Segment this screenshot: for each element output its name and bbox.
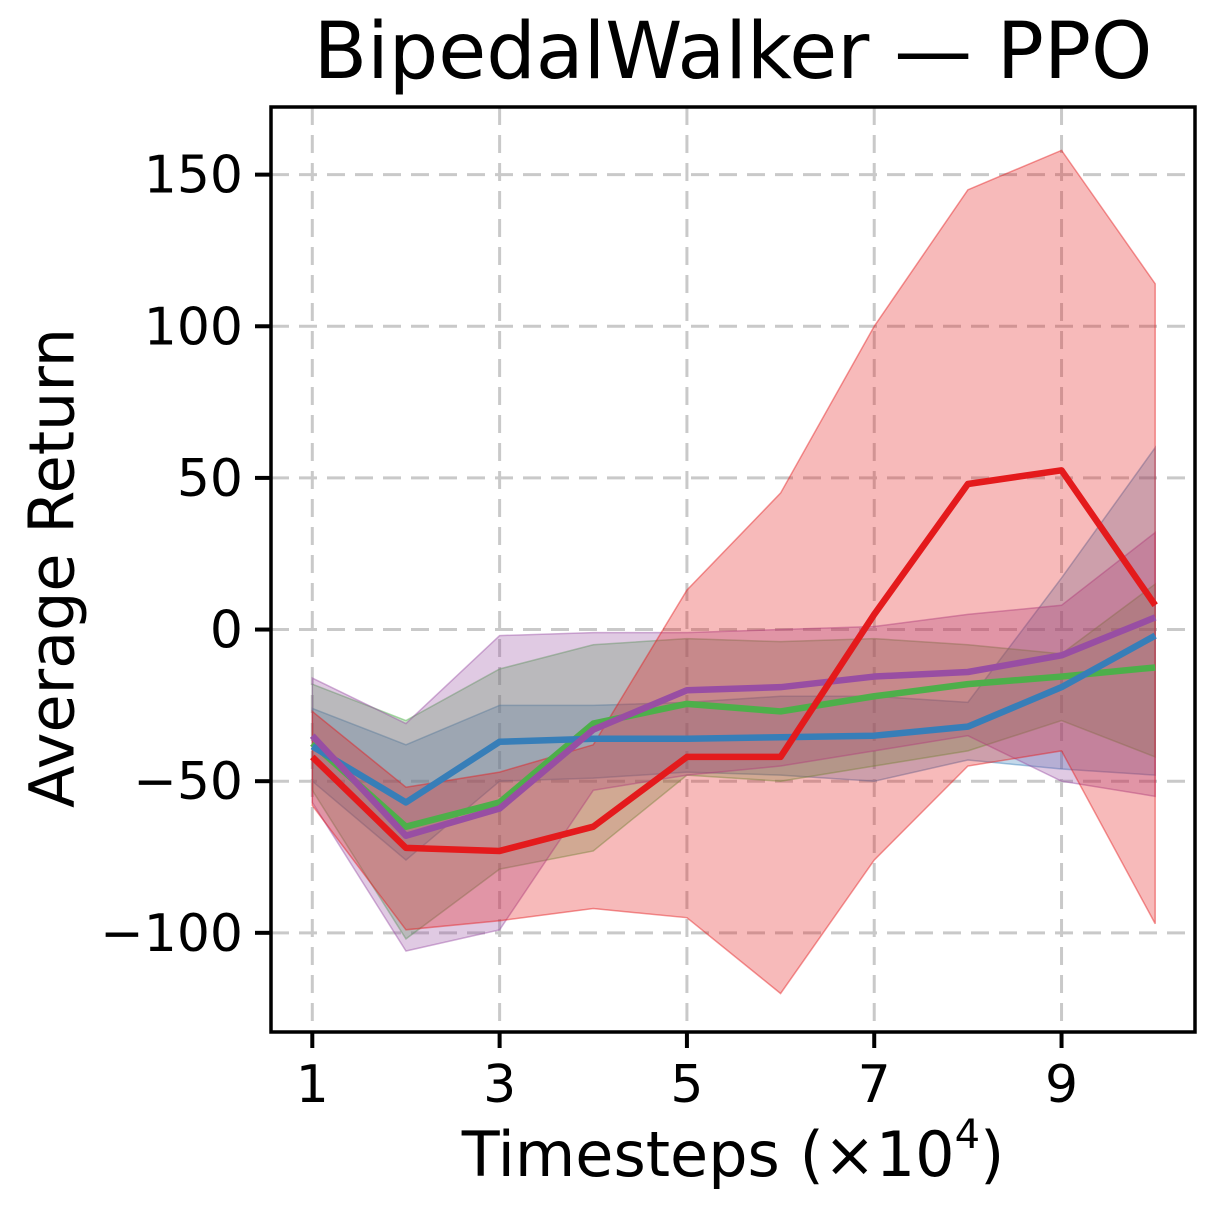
- y-tick-label--100: −100: [100, 904, 243, 964]
- series-line-purple: [309, 614, 1157, 840]
- y-tick-label-150: 150: [144, 146, 243, 206]
- y-tick-label--50: −50: [133, 752, 243, 812]
- x-axis-label: Timesteps (×104): [271, 1115, 1195, 1191]
- y-axis-label: Average Return: [15, 327, 89, 809]
- x-tick-label-3: 3: [483, 1055, 516, 1115]
- series-line-green: [310, 664, 1156, 830]
- x-axis-label-close: ): [980, 1118, 1005, 1191]
- x-tick-label-5: 5: [670, 1055, 703, 1115]
- chart-title: BipedalWalker — PPO: [313, 7, 1153, 97]
- x-tick-label-9: 9: [1045, 1055, 1078, 1115]
- axes-spines: [269, 105, 1197, 1034]
- y-tick-label-0: 0: [210, 601, 243, 661]
- y-tick-label-100: 100: [144, 297, 243, 357]
- x-tick-label-1: 1: [296, 1055, 329, 1115]
- x-axis-label-main: Timesteps (×10: [461, 1118, 955, 1191]
- x-axis-label-exponent: 4: [954, 1112, 981, 1158]
- series-line-red: [310, 467, 1158, 855]
- confidence-band-red: [311, 149, 1156, 995]
- x-tick-label-7: 7: [858, 1055, 891, 1115]
- y-tick-label-50: 50: [177, 449, 243, 509]
- series-line-blue: [310, 632, 1157, 806]
